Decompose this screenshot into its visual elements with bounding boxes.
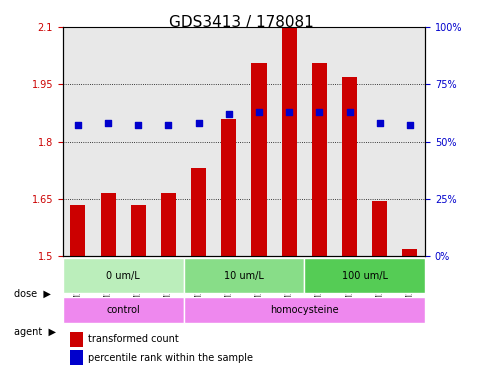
Bar (402, 248, 417, 256)
Text: 0 um/L: 0 um/L (106, 271, 140, 281)
FancyBboxPatch shape (304, 258, 425, 293)
Point (165, 122, 172, 129)
Point (406, 122, 414, 129)
Point (346, 109, 354, 115)
Bar (191, 168, 206, 256)
Bar (70, 332, 83, 346)
Text: transformed count: transformed count (88, 334, 179, 344)
Point (134, 122, 142, 129)
FancyBboxPatch shape (63, 297, 184, 323)
Point (225, 111, 233, 117)
Bar (312, 63, 327, 256)
Point (195, 120, 202, 126)
Bar (161, 193, 176, 256)
Bar (71, 205, 85, 256)
Bar (221, 119, 236, 256)
Text: control: control (106, 305, 140, 315)
Bar (282, 27, 297, 256)
Bar (252, 63, 267, 256)
FancyBboxPatch shape (184, 258, 304, 293)
Bar (342, 76, 357, 256)
Bar (372, 201, 387, 256)
Text: 10 um/L: 10 um/L (224, 271, 264, 281)
Point (376, 120, 384, 126)
FancyBboxPatch shape (63, 258, 184, 293)
Text: agent  ▶: agent ▶ (14, 327, 57, 337)
Point (104, 120, 112, 126)
Text: homocysteine: homocysteine (270, 305, 339, 315)
Text: GDS3413 / 178081: GDS3413 / 178081 (169, 15, 314, 30)
FancyBboxPatch shape (184, 297, 425, 323)
Point (255, 109, 263, 115)
Point (74, 122, 82, 129)
Point (315, 109, 323, 115)
Text: dose  ▶: dose ▶ (14, 289, 51, 299)
Text: percentile rank within the sample: percentile rank within the sample (88, 353, 253, 363)
Bar (100, 193, 115, 256)
Point (285, 109, 293, 115)
Bar (70, 350, 83, 364)
Text: 100 um/L: 100 um/L (341, 271, 388, 281)
Bar (131, 205, 146, 256)
